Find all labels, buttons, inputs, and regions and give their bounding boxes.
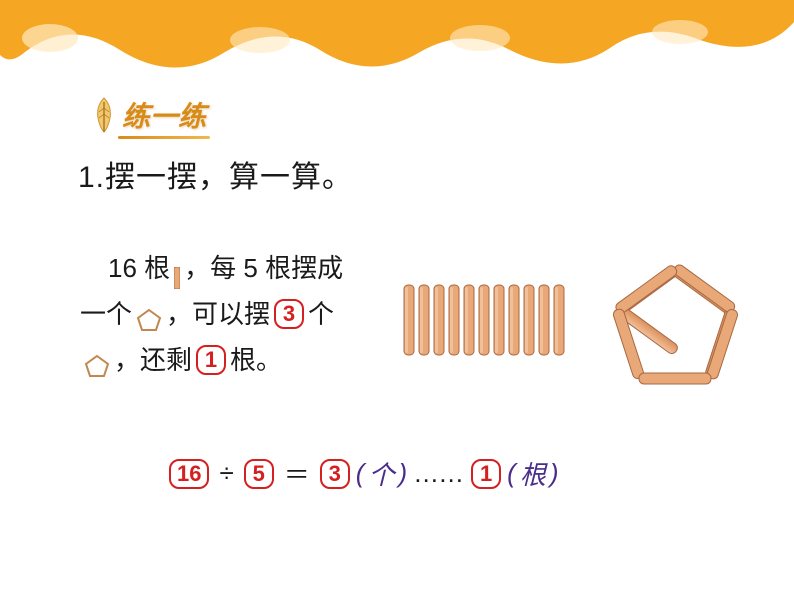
- eq-dividend: 16: [169, 459, 209, 489]
- section-title: 练一练: [122, 95, 206, 135]
- question-text: 摆一摆，算一算。: [105, 161, 353, 194]
- question-line: 1.摆一摆，算一算。: [78, 152, 353, 196]
- mini-pentagon-icon: [84, 347, 110, 373]
- mini-pentagon-icon: [136, 301, 162, 327]
- paren-open-1: (: [356, 458, 365, 489]
- body-p2b: ，可以摆: [166, 291, 270, 337]
- eq-divisor: 5: [244, 459, 274, 489]
- mini-stick-icon: [174, 257, 180, 279]
- answer-remainder: 1: [196, 345, 226, 375]
- question-number: 1.: [78, 161, 105, 194]
- sticks-illustration: [400, 280, 570, 360]
- pentagon-illustration: [600, 252, 750, 392]
- body-p3b: 根。: [230, 337, 282, 383]
- answer-shapes-made: 3: [274, 299, 304, 329]
- eq-quotient: 3: [320, 459, 350, 489]
- paren-close-1: ): [398, 458, 407, 489]
- eq-remainder: 1: [471, 459, 501, 489]
- paren-open-2: (: [507, 458, 516, 489]
- body-p3a: ，还剩: [114, 337, 192, 383]
- body-p1a: 16 根: [108, 245, 170, 291]
- body-p2c: 个: [308, 291, 334, 337]
- body-p2a: 一个: [80, 291, 132, 337]
- problem-body: 16 根 ，每 5 根摆成 一个 ，可以摆 3 个 ，还剩 1 根。: [80, 245, 400, 383]
- divide-sign: ÷: [219, 458, 233, 489]
- paren-close-2: ): [550, 458, 559, 489]
- equation: 16 ÷ 5 ＝ 3 (个) …… 1 (根): [165, 455, 561, 492]
- top-banner: [0, 0, 794, 80]
- unit-remainder: 根: [520, 455, 546, 492]
- feather-icon: [90, 96, 118, 134]
- body-p1b: ，每 5 根摆成: [184, 245, 343, 291]
- equals-sign: ＝: [284, 455, 310, 492]
- unit-quotient: 个: [368, 455, 394, 492]
- eq-dots: ……: [413, 458, 463, 489]
- section-header: 练一练: [90, 95, 206, 135]
